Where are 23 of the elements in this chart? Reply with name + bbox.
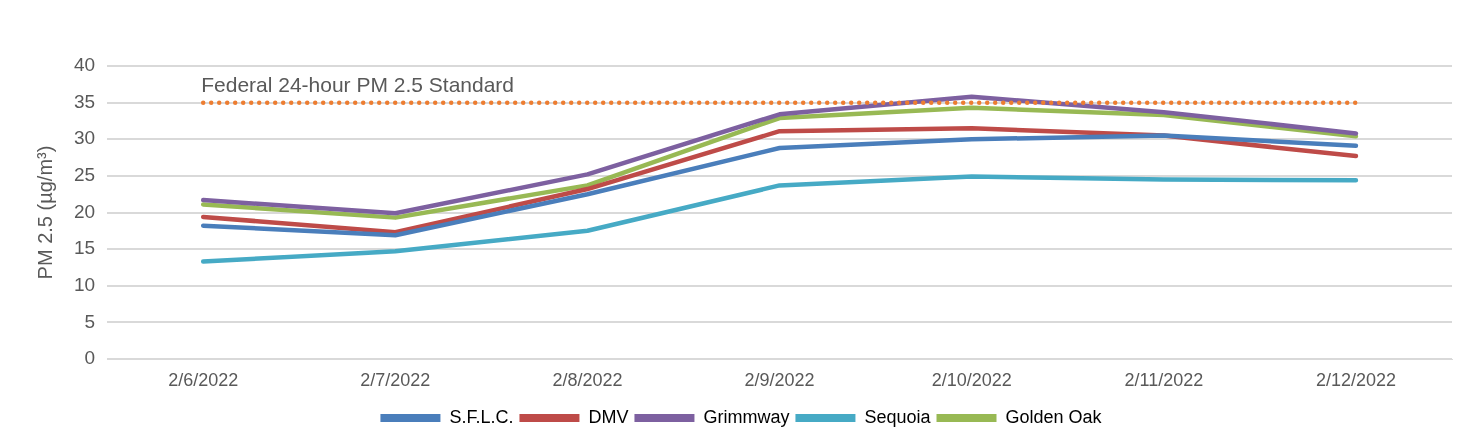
ref-line-label: Federal 24-hour PM 2.5 Standard — [201, 72, 515, 96]
y-tick-label: 20 — [73, 200, 96, 222]
y-axis-title: PM 2.5 (µg/m³) — [33, 145, 56, 280]
legend-label: S.F.L.C. — [449, 406, 514, 427]
y-tick-label: 0 — [84, 347, 96, 369]
x-tick-label: 2/10/2022 — [931, 369, 1012, 390]
y-tick-label: 40 — [73, 54, 96, 76]
legend-label: Golden Oak — [1005, 406, 1103, 427]
y-tick-label: 10 — [73, 273, 96, 295]
x-tick-label: 2/12/2022 — [1315, 369, 1396, 390]
x-tick-label: 2/11/2022 — [1124, 369, 1204, 390]
y-tick-label: 35 — [73, 90, 96, 112]
x-tick-label: 2/9/2022 — [744, 369, 815, 390]
y-tick-label: 15 — [73, 237, 96, 259]
legend-label: DMV — [588, 406, 629, 427]
legend-label: Grimmway — [703, 406, 790, 427]
x-tick-label: 2/7/2022 — [360, 369, 431, 390]
y-tick-label: 5 — [84, 310, 96, 332]
y-tick-label: 25 — [73, 164, 96, 186]
x-tick-label: 2/8/2022 — [552, 369, 623, 390]
x-tick-label: 2/6/2022 — [168, 369, 239, 390]
y-tick-label: 30 — [73, 127, 96, 149]
legend-label: Sequoia — [864, 406, 932, 427]
